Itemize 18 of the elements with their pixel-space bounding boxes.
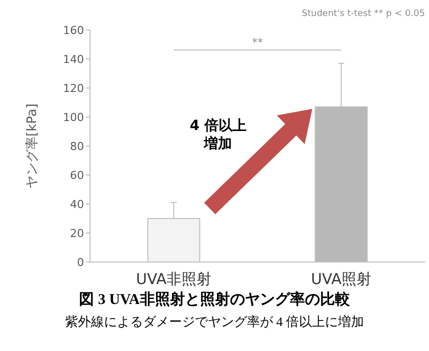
y-tick-label: 80 (70, 140, 84, 153)
x-tick-label: UVA照射 (310, 270, 372, 288)
y-tick-label: 20 (70, 227, 84, 240)
y-tick-label: 100 (63, 111, 84, 124)
y-tick-label: 160 (63, 24, 84, 37)
annotation: 4 倍以上 (190, 117, 246, 134)
y-tick-label: 60 (70, 169, 84, 182)
y-tick-label: 40 (70, 198, 84, 211)
x-tick-label: UVA非照射 (136, 270, 212, 288)
y-tick-label: 140 (63, 53, 84, 66)
y-axis-title: ヤング率[kPa] (24, 104, 40, 188)
text: Student's t-test ** p < 0.05 (302, 9, 425, 19)
y-tick-label: 120 (63, 82, 84, 95)
annotation: 増加 (203, 135, 232, 152)
y-tick-label: 0 (77, 256, 84, 269)
text: 図 3 UVA非照射と照射のヤング率の比較 (79, 290, 351, 308)
text: 紫外線によるダメージでヤング率が 4 倍以上に増加 (65, 314, 364, 329)
annotation: ** (252, 36, 264, 49)
